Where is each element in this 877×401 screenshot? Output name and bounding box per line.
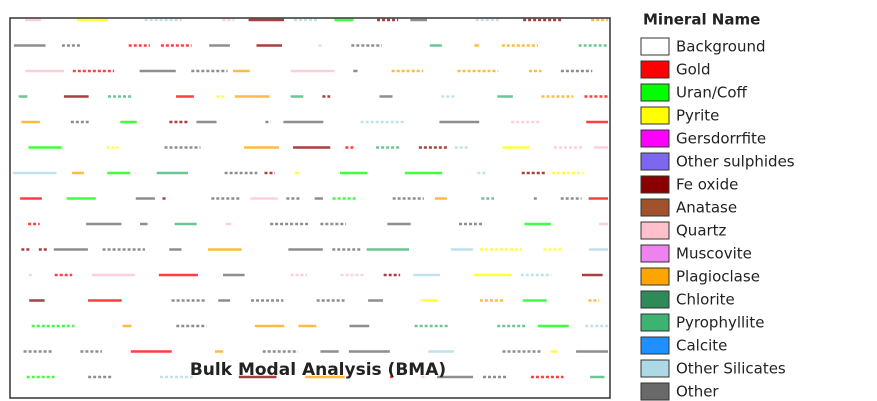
legend-label: Background	[676, 38, 766, 56]
legend-swatch	[641, 199, 669, 216]
mineral-map	[13, 20, 608, 377]
legend-label: Muscovite	[676, 245, 752, 263]
legend-swatch	[641, 84, 669, 101]
legend-label: Pyrophyllite	[676, 314, 764, 332]
legend-label: Fe oxide	[676, 176, 738, 194]
legend-swatch	[641, 360, 669, 377]
legend-label: Chlorite	[676, 291, 735, 309]
map-label: Bulk Modal Analysis (BMA)	[190, 360, 446, 380]
legend-label: Other Silicates	[676, 360, 786, 378]
legend-label: Pyrite	[676, 107, 719, 125]
legend: Background Gold Uran/Coff Pyrite Gersdorrfit…	[641, 38, 795, 401]
legend-swatch	[641, 222, 669, 239]
legend-swatch	[641, 383, 669, 400]
legend-swatch	[641, 107, 669, 124]
legend-swatch	[641, 291, 669, 308]
legend-swatch	[641, 314, 669, 331]
legend-label: Gersdorrfite	[676, 130, 766, 148]
page: Bulk Modal Analysis (BMA) Mineral Name B…	[0, 0, 877, 401]
legend-title: Mineral Name	[643, 11, 760, 29]
legend-label: Quartz	[676, 222, 727, 240]
legend-label: Anatase	[676, 199, 737, 217]
legend-label: Other	[676, 383, 719, 401]
legend-swatch	[641, 176, 669, 193]
legend-swatch	[641, 268, 669, 285]
legend-label: Uran/Coff	[676, 84, 748, 102]
legend-label: Gold	[676, 61, 711, 79]
legend-swatch	[641, 38, 669, 55]
legend-swatch	[641, 153, 669, 170]
legend-label: Other sulphides	[676, 153, 795, 171]
legend-swatch	[641, 337, 669, 354]
map-frame	[10, 18, 610, 398]
legend-swatch	[641, 61, 669, 78]
legend-label: Calcite	[676, 337, 727, 355]
legend-swatch	[641, 130, 669, 147]
legend-swatch	[641, 245, 669, 262]
legend-label: Plagioclase	[676, 268, 760, 286]
